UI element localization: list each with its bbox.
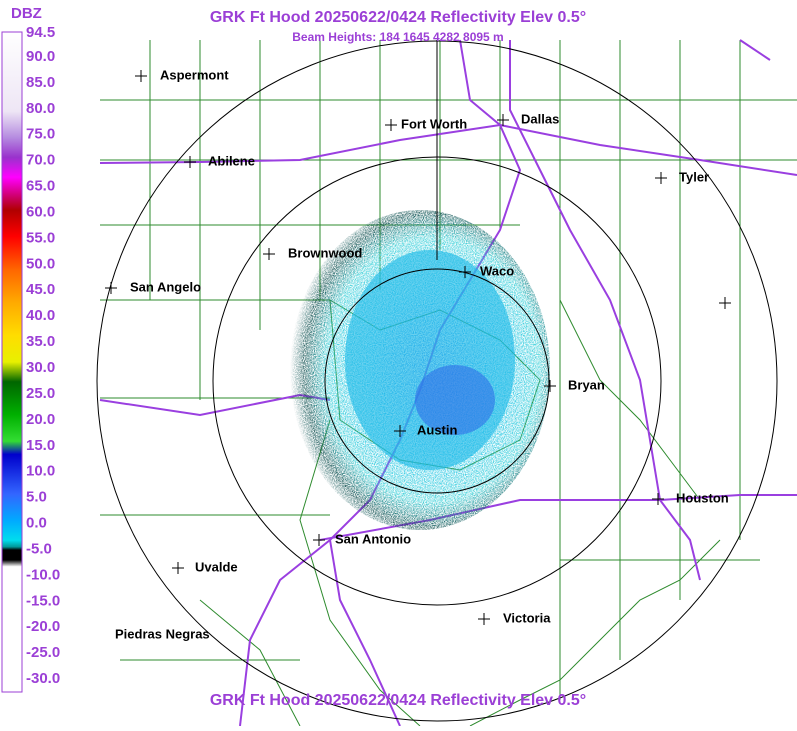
color-bar <box>1 31 23 693</box>
city-label: Brownwood <box>288 245 362 260</box>
legend-label: 40.0 <box>26 307 55 324</box>
legend-label: 35.0 <box>26 333 55 350</box>
legend-label: 85.0 <box>26 74 55 91</box>
legend-label: -5.0 <box>26 540 52 557</box>
city-label: Houston <box>676 490 729 505</box>
city-label: Fort Worth <box>401 116 467 131</box>
footer-title: GRK Ft Hood 20250622/0424 Reflectivity E… <box>210 692 586 709</box>
legend-label: 20.0 <box>26 411 55 428</box>
legend-label: 60.0 <box>26 203 55 220</box>
city-marker <box>497 114 509 126</box>
legend-labels: 94.5 90.0 85.0 80.0 75.0 70.0 65.0 60.0 55.0 50.0… <box>26 24 60 687</box>
city-marker <box>478 613 490 625</box>
city-label: San Angelo <box>130 279 201 294</box>
city-label: Uvalde <box>195 559 238 574</box>
legend-label: 70.0 <box>26 152 55 169</box>
city-marker <box>652 493 664 505</box>
city-marker <box>394 425 406 437</box>
legend-label: 80.0 <box>26 100 55 117</box>
legend-label: 65.0 <box>26 178 55 195</box>
subtitle: Beam Heights: 184 1645 4282 8095 m <box>292 30 503 44</box>
legend-label: 10.0 <box>26 463 55 480</box>
legend-label: 25.0 <box>26 385 55 402</box>
legend-label: -15.0 <box>26 592 60 609</box>
city-label: Dallas <box>521 111 559 126</box>
city-marker <box>184 156 196 168</box>
city-marker <box>544 380 556 392</box>
legend-unit: DBZ <box>11 5 42 22</box>
legend-label: 15.0 <box>26 437 55 454</box>
reflectivity-peak <box>415 365 495 435</box>
legend-label: 94.5 <box>26 24 55 41</box>
city-marker <box>459 266 471 278</box>
city-marker <box>172 562 184 574</box>
cities: Aspermont Fort Worth Dallas Abilene Tyler Bro… <box>105 67 731 641</box>
city-label: Aspermont <box>160 67 229 82</box>
city-marker <box>385 119 397 131</box>
city-label: Tyler <box>679 169 709 184</box>
city-label: Piedras Negras <box>115 626 210 641</box>
legend-label: -25.0 <box>26 644 60 661</box>
range-rings <box>96 40 778 722</box>
city-label: Bryan <box>568 377 605 392</box>
title: GRK Ft Hood 20250622/0424 Reflectivity E… <box>210 9 586 26</box>
legend-label: 5.0 <box>26 489 47 506</box>
city-marker <box>655 172 667 184</box>
city-label: Victoria <box>503 610 551 625</box>
site-marker <box>719 297 731 309</box>
city-label: Abilene <box>208 153 255 168</box>
city-marker <box>263 248 275 260</box>
legend-label: -30.0 <box>26 670 60 687</box>
legend-label: 55.0 <box>26 229 55 246</box>
legend-label: -20.0 <box>26 618 60 635</box>
city-label: San Antonio <box>335 531 411 546</box>
legend-label: 75.0 <box>26 126 55 143</box>
echoes <box>290 210 550 530</box>
city-marker <box>105 282 117 294</box>
legend-label: 45.0 <box>26 281 55 298</box>
legend-label: 30.0 <box>26 359 55 376</box>
legend-label: 0.0 <box>26 515 47 532</box>
city-label: Waco <box>480 263 514 278</box>
city-marker <box>135 70 147 82</box>
city-marker <box>313 534 325 546</box>
legend-label: 90.0 <box>26 48 55 65</box>
legend-label: 50.0 <box>26 255 55 272</box>
city-label: Austin <box>417 422 458 437</box>
legend-label: -10.0 <box>26 566 60 583</box>
